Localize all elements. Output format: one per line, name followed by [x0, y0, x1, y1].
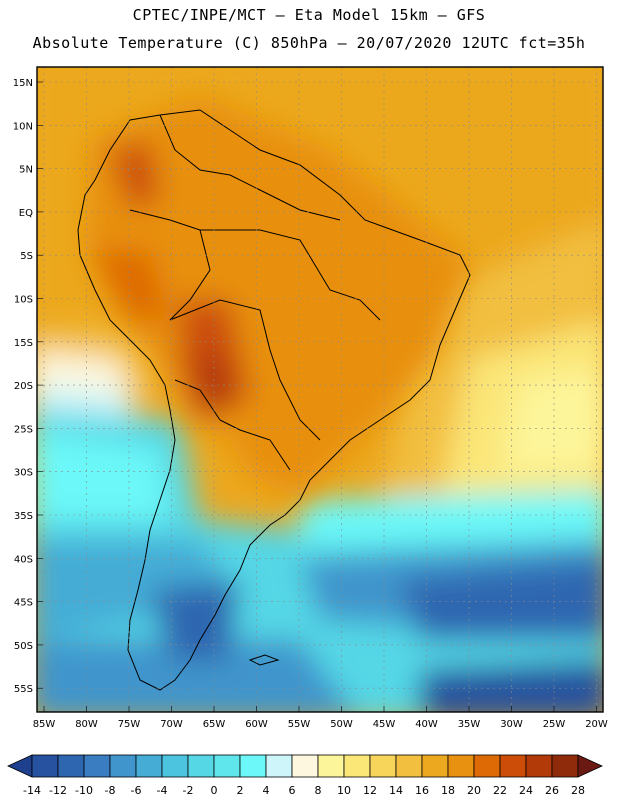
colorbar-swatch — [109, 754, 137, 778]
colorbar-arrow-high — [577, 754, 603, 778]
colorbar-swatch — [265, 754, 293, 778]
chart-subtitle: Absolute Temperature (C) 850hPa – 20/07/… — [32, 34, 586, 52]
colorbar-tick-label: -12 — [49, 784, 67, 797]
lon-label: 30W — [500, 719, 523, 730]
map-frame — [36, 66, 604, 713]
lon-label: 80W — [75, 719, 98, 730]
colorbar-tick-label: -4 — [157, 784, 168, 797]
lat-label: 10N — [13, 121, 33, 132]
lon-label: 40W — [415, 719, 438, 730]
lat-label: 40S — [14, 554, 33, 565]
lat-label: 45S — [14, 598, 33, 609]
lon-label: 50W — [330, 719, 353, 730]
lat-label: 10S — [14, 295, 33, 306]
graticule — [37, 67, 603, 712]
lat-label: 20S — [14, 381, 33, 392]
colorbar-tick-label: -2 — [183, 784, 194, 797]
lat-label: 25S — [14, 424, 33, 435]
colorbar-tick-label: 18 — [441, 784, 455, 797]
temperature-field — [37, 67, 603, 712]
colorbar-tick-label: 6 — [289, 784, 296, 797]
lon-label: 20W — [585, 719, 608, 730]
colorbar-swatch — [213, 754, 241, 778]
lon-label: 70W — [160, 719, 183, 730]
lat-label: EQ — [19, 208, 33, 219]
colorbar-swatch — [395, 754, 423, 778]
colorbar-tick-label: 12 — [363, 784, 377, 797]
colorbar-tick-label: 20 — [467, 784, 481, 797]
colorbar-swatch — [421, 754, 449, 778]
lon-label: 60W — [245, 719, 268, 730]
lat-label: 35S — [14, 511, 33, 522]
colorbar-tick-label: -8 — [105, 784, 116, 797]
coastline — [77, 109, 471, 691]
colorbar-swatch — [499, 754, 527, 778]
colorbar: -14 -12 -10 -8 -6 -4 -2 0 2 4 6 8 10 12 14 16 18 20 22 24 26… — [7, 754, 603, 797]
colorbar-swatch — [343, 754, 371, 778]
chart-title: CPTEC/INPE/MCT – Eta Model 15km – GFS — [132, 6, 486, 24]
lon-label: 25W — [543, 719, 566, 730]
lon-label: 45W — [373, 719, 396, 730]
colorbar-tick-label: 14 — [389, 784, 403, 797]
lat-label: 50S — [14, 641, 33, 652]
colorbar-tick-label: 16 — [415, 784, 429, 797]
colorbar-swatch — [525, 754, 553, 778]
colorbar-swatch — [369, 754, 397, 778]
colorbar-swatch — [473, 754, 501, 778]
lat-label: 5N — [19, 165, 33, 176]
colorbar-tick-label: 0 — [211, 784, 218, 797]
lat-label: 15N — [13, 78, 33, 89]
colorbar-tick-label: 2 — [237, 784, 244, 797]
lon-label: 85W — [33, 719, 56, 730]
colorbar-swatch — [135, 754, 163, 778]
colorbar-swatch — [447, 754, 475, 778]
lat-label: 30S — [14, 468, 33, 479]
colorbar-swatch — [31, 754, 59, 778]
colorbar-tick-label: -10 — [75, 784, 93, 797]
colorbar-swatch — [551, 754, 579, 778]
colorbar-tick-label: -6 — [131, 784, 142, 797]
lon-label: 75W — [118, 719, 141, 730]
lon-label: 65W — [203, 719, 226, 730]
lat-label: 5S — [20, 251, 33, 262]
colorbar-tick-label: 4 — [263, 784, 270, 797]
colorbar-arrow-low — [7, 754, 33, 778]
longitude-labels: 85W 80W 75W 70W 65W 60W 55W 50W 45W 40W 35W 30W 25W 2… — [33, 719, 608, 730]
colorbar-swatch — [239, 754, 267, 778]
colorbar-swatch — [161, 754, 189, 778]
latitude-labels: 15N 10N 5N EQ 5S 10S 15S 20S 25S 30S 35S 40S 45S 50S 5… — [13, 78, 33, 695]
lat-label: 55S — [14, 684, 33, 695]
colorbar-swatch — [57, 754, 85, 778]
lon-label: 55W — [288, 719, 311, 730]
colorbar-tick-label: 24 — [519, 784, 533, 797]
colorbar-swatch — [317, 754, 345, 778]
colorbar-tick-label: 26 — [545, 784, 559, 797]
colorbar-tick-label: 22 — [493, 784, 507, 797]
colorbar-tick-label: 10 — [337, 784, 351, 797]
colorbar-swatch — [83, 754, 111, 778]
colorbar-swatch — [291, 754, 319, 778]
lat-label: 15S — [14, 338, 33, 349]
colorbar-tick-label: -14 — [23, 784, 41, 797]
colorbar-swatch — [187, 754, 215, 778]
lon-label: 35W — [458, 719, 481, 730]
colorbar-tick-label: 28 — [571, 784, 585, 797]
colorbar-tick-label: 8 — [315, 784, 322, 797]
